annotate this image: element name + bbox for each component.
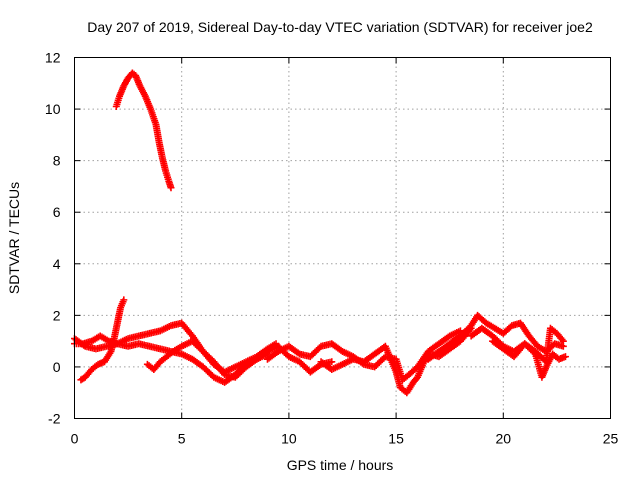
plot-frame [74,57,611,419]
axis-ticks: 0 5 10 15 20 25 -2 0 2 4 6 8 10 12 [45,50,619,447]
y-tick-label: -2 [48,411,61,427]
data-points [71,69,569,397]
x-tick-label: 5 [178,431,186,447]
data-series [424,311,567,363]
y-tick-label: 10 [45,101,61,117]
x-tick-label: 0 [71,431,79,447]
x-tick-label: 10 [281,431,297,447]
y-tick-label: 6 [53,204,61,220]
data-point [559,337,567,345]
x-tick-label: 15 [388,431,404,447]
y-tick-label: 0 [53,359,61,375]
data-series [71,332,271,386]
data-point [561,353,569,361]
x-tick-label: 20 [496,431,512,447]
grid [74,57,611,419]
data-series [489,337,569,381]
y-tick-label: 12 [45,50,61,66]
data-series [112,69,175,192]
chart-title: Day 207 of 2019, Sidereal Day-to-day VTE… [87,19,593,35]
data-point [167,184,175,192]
x-tick-label: 25 [603,431,619,447]
data-point [328,358,336,366]
x-axis-label: GPS time / hours [287,457,394,473]
y-tick-label: 4 [53,256,61,272]
data-point [120,296,128,304]
data-point [530,349,538,357]
y-tick-label: 2 [53,307,61,323]
y-tick-label: 8 [53,153,61,169]
y-axis-label: SDTVAR / TECUs [6,182,22,294]
